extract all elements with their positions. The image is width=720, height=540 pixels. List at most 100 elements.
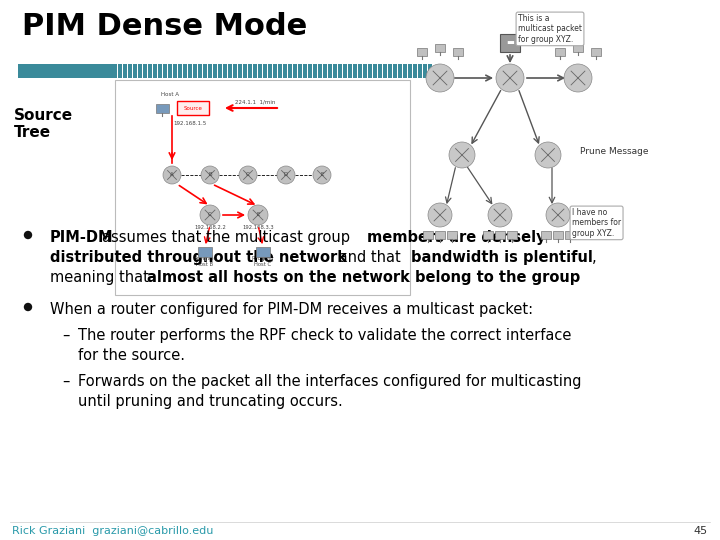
- Bar: [483, 231, 493, 239]
- Text: Receiver: Receiver: [194, 256, 217, 261]
- Bar: [218, 64, 222, 78]
- Text: E: E: [256, 213, 260, 218]
- Bar: [143, 64, 146, 78]
- Bar: [435, 44, 445, 52]
- Text: and that: and that: [334, 250, 405, 265]
- Bar: [413, 64, 416, 78]
- Bar: [283, 64, 287, 78]
- Bar: [148, 64, 151, 78]
- Bar: [423, 64, 426, 78]
- Bar: [233, 64, 236, 78]
- Text: Source: Source: [184, 105, 202, 111]
- Bar: [343, 64, 346, 78]
- Bar: [133, 64, 137, 78]
- Text: PIM-DM: PIM-DM: [50, 230, 114, 245]
- Circle shape: [449, 142, 475, 168]
- Bar: [541, 231, 551, 239]
- Bar: [238, 64, 241, 78]
- Bar: [393, 64, 397, 78]
- Circle shape: [488, 203, 512, 227]
- Circle shape: [496, 64, 524, 92]
- Bar: [248, 64, 251, 78]
- Bar: [591, 48, 601, 56]
- Bar: [183, 64, 186, 78]
- Bar: [253, 64, 256, 78]
- Bar: [278, 64, 282, 78]
- Text: –: –: [62, 374, 69, 389]
- Bar: [353, 64, 356, 78]
- Bar: [388, 64, 392, 78]
- Bar: [123, 64, 127, 78]
- Circle shape: [535, 142, 561, 168]
- Bar: [293, 64, 297, 78]
- Bar: [138, 64, 142, 78]
- Text: meaning that: meaning that: [50, 270, 153, 285]
- Text: Prune Message: Prune Message: [580, 147, 649, 157]
- Bar: [115, 80, 410, 295]
- Text: Forwards on the packet all the interfaces configured for multicasting: Forwards on the packet all the interface…: [78, 374, 582, 389]
- Bar: [203, 64, 207, 78]
- Text: 192.168.2.2: 192.168.2.2: [194, 225, 226, 230]
- Bar: [418, 64, 421, 78]
- Circle shape: [277, 166, 295, 184]
- Text: assumes that the multicast group: assumes that the multicast group: [102, 230, 355, 245]
- Text: for the source.: for the source.: [78, 348, 185, 363]
- Bar: [495, 231, 505, 239]
- Text: bandwidth is plentiful: bandwidth is plentiful: [411, 250, 593, 265]
- Text: Host C: Host C: [254, 262, 271, 267]
- Circle shape: [24, 232, 32, 239]
- Circle shape: [426, 64, 454, 92]
- Bar: [113, 64, 117, 78]
- Text: –: –: [62, 328, 69, 343]
- Bar: [156, 104, 168, 112]
- Bar: [173, 64, 176, 78]
- Bar: [208, 64, 212, 78]
- Bar: [318, 64, 322, 78]
- Text: The router performs the RPF check to validate the correct interface: The router performs the RPF check to val…: [78, 328, 572, 343]
- Text: until pruning and truncating occurs.: until pruning and truncating occurs.: [78, 394, 343, 409]
- Bar: [383, 64, 387, 78]
- Bar: [243, 64, 246, 78]
- Bar: [408, 64, 412, 78]
- Text: distributed throughout the network: distributed throughout the network: [50, 250, 347, 265]
- Text: 192.168.3.3: 192.168.3.3: [242, 225, 274, 230]
- Circle shape: [163, 166, 181, 184]
- Circle shape: [24, 303, 32, 310]
- Circle shape: [313, 166, 331, 184]
- Text: Host B: Host B: [197, 262, 214, 267]
- Text: This is a
multicast packet
for group XYZ.: This is a multicast packet for group XYZ…: [518, 14, 582, 44]
- Text: Host A: Host A: [161, 92, 179, 97]
- Bar: [158, 64, 161, 78]
- Bar: [368, 64, 372, 78]
- Circle shape: [248, 205, 268, 225]
- Bar: [338, 64, 341, 78]
- Bar: [128, 64, 132, 78]
- Text: I have no
members for
group XYZ.: I have no members for group XYZ.: [572, 208, 621, 238]
- Bar: [256, 247, 270, 257]
- Bar: [565, 231, 575, 239]
- Circle shape: [239, 166, 257, 184]
- Bar: [373, 64, 377, 78]
- Text: Rick Graziani  graziani@cabrillo.edu: Rick Graziani graziani@cabrillo.edu: [12, 526, 213, 536]
- Bar: [198, 247, 212, 257]
- Bar: [223, 64, 227, 78]
- Text: C: C: [246, 172, 250, 178]
- Text: ,: ,: [592, 250, 597, 265]
- Circle shape: [201, 166, 219, 184]
- Text: E: E: [320, 172, 324, 178]
- Bar: [555, 48, 565, 56]
- Bar: [118, 64, 122, 78]
- Bar: [507, 231, 517, 239]
- Bar: [163, 64, 166, 78]
- Bar: [263, 64, 266, 78]
- Bar: [288, 64, 292, 78]
- Bar: [153, 64, 156, 78]
- Circle shape: [546, 203, 570, 227]
- Text: members are densely: members are densely: [367, 230, 546, 245]
- Bar: [213, 64, 217, 78]
- Text: B: B: [208, 172, 212, 178]
- Bar: [363, 64, 366, 78]
- Bar: [177, 101, 209, 115]
- Bar: [168, 64, 171, 78]
- Bar: [313, 64, 317, 78]
